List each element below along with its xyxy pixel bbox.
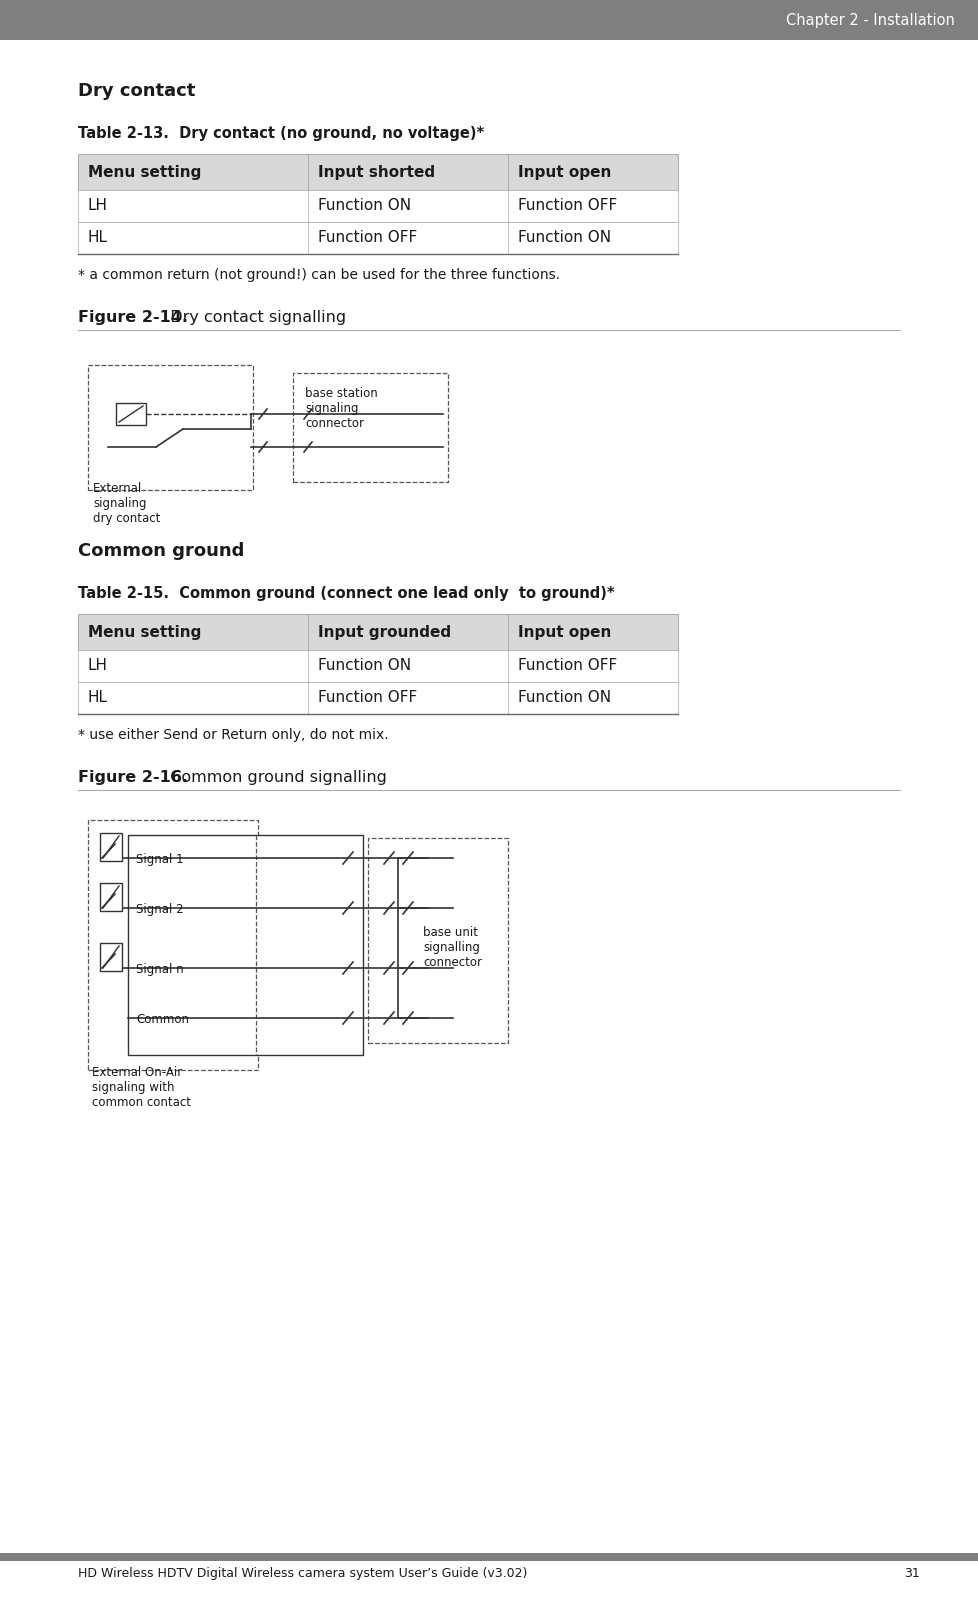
Text: base station
signaling
connector: base station signaling connector [305, 386, 378, 430]
Bar [0, 1553, 978, 1561]
Bar [0, 0, 978, 40]
Bar [115, 402, 146, 425]
Text: Figure 2-14.: Figure 2-14. [78, 309, 188, 325]
Bar [128, 835, 363, 1055]
Text: Input open: Input open [517, 165, 610, 180]
Text: Common ground signalling: Common ground signalling [159, 769, 386, 785]
Text: Signal 1: Signal 1 [136, 853, 184, 866]
Text: Dry contact: Dry contact [78, 82, 196, 99]
Text: Input open: Input open [517, 625, 610, 640]
Text: HL: HL [88, 231, 108, 245]
Text: Input grounded: Input grounded [318, 625, 451, 640]
Text: Function ON: Function ON [318, 659, 411, 673]
Text: 31: 31 [904, 1568, 919, 1581]
Text: Menu setting: Menu setting [88, 625, 201, 640]
Bar [100, 883, 122, 911]
Text: Menu setting: Menu setting [88, 165, 201, 180]
Text: Function OFF: Function OFF [517, 659, 616, 673]
Text: Signal 2: Signal 2 [136, 902, 184, 915]
Bar [78, 154, 678, 191]
Text: base unit
signalling
connector: base unit signalling connector [422, 925, 481, 968]
Text: Chapter 2 - Installation: Chapter 2 - Installation [785, 13, 954, 27]
Bar [78, 221, 678, 253]
Text: * use either Send or Return only, do not mix.: * use either Send or Return only, do not… [78, 728, 388, 742]
Text: LH: LH [88, 199, 108, 213]
Bar [88, 821, 258, 1069]
Text: Table 2-13.  Dry contact (no ground, no voltage)*: Table 2-13. Dry contact (no ground, no v… [78, 127, 484, 141]
Text: Function ON: Function ON [318, 199, 411, 213]
Text: External
signaling
dry contact: External signaling dry contact [93, 483, 160, 526]
Text: Function ON: Function ON [517, 691, 610, 705]
Bar [100, 834, 122, 861]
Bar [78, 191, 678, 221]
Text: Function OFF: Function OFF [318, 691, 417, 705]
Text: Table 2-15.  Common ground (connect one lead only  to ground)*: Table 2-15. Common ground (connect one l… [78, 587, 614, 601]
Bar [78, 614, 678, 649]
Text: * a common return (not ground!) can be used for the three functions.: * a common return (not ground!) can be u… [78, 268, 559, 282]
Bar [100, 943, 122, 971]
Text: HD Wireless HDTV Digital Wireless camera system User’s Guide (v3.02): HD Wireless HDTV Digital Wireless camera… [78, 1568, 527, 1581]
Text: External On-Air
signaling with
common contact: External On-Air signaling with common co… [92, 1066, 191, 1109]
Text: Common: Common [136, 1013, 189, 1026]
Bar [78, 681, 678, 713]
Text: Function OFF: Function OFF [318, 231, 417, 245]
Text: Function ON: Function ON [517, 231, 610, 245]
Text: Signal n: Signal n [136, 963, 184, 976]
Text: LH: LH [88, 659, 108, 673]
Bar [368, 838, 508, 1044]
Text: Common ground: Common ground [78, 542, 244, 559]
Bar [88, 365, 252, 491]
Text: Figure 2-16.: Figure 2-16. [78, 769, 188, 785]
Text: HL: HL [88, 691, 108, 705]
Text: Function OFF: Function OFF [517, 199, 616, 213]
Text: Input shorted: Input shorted [318, 165, 434, 180]
Bar [292, 373, 448, 483]
Bar [78, 649, 678, 681]
Text: Dry contact signalling: Dry contact signalling [159, 309, 346, 325]
